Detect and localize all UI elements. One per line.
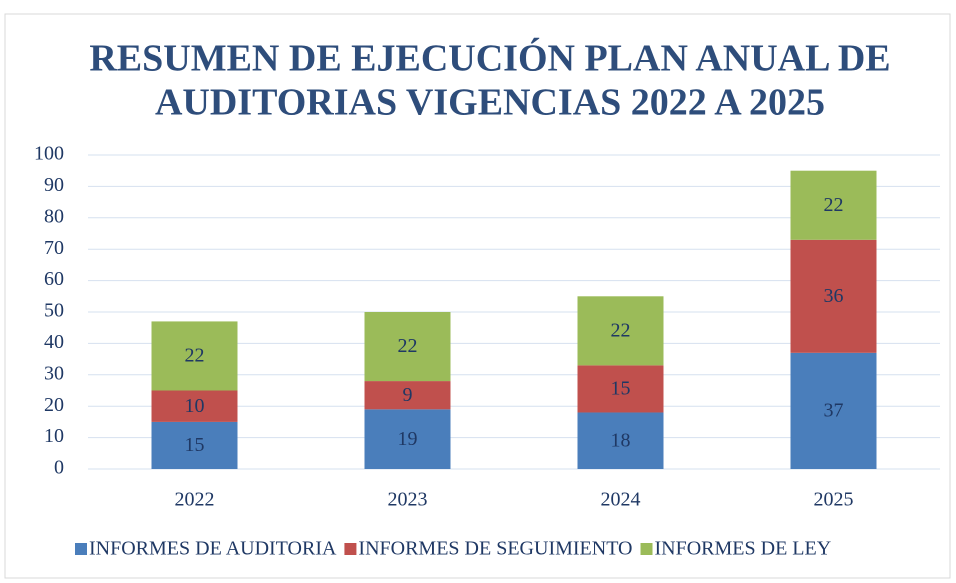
- bar-segment: [364, 312, 451, 382]
- y-tick-label: 40: [44, 331, 64, 353]
- bar-segment: [790, 170, 877, 240]
- bar-segment: [577, 365, 664, 413]
- chart-title: AUDITORIAS VIGENCIAS 2022 A 2025: [155, 82, 825, 124]
- bar-segment: [577, 296, 664, 366]
- y-tick-label: 80: [44, 205, 64, 227]
- data-label: 10: [185, 395, 205, 417]
- y-tick-label: 0: [54, 457, 64, 479]
- data-label: 22: [398, 335, 418, 357]
- legend-label: INFORMES DE LEY: [655, 538, 832, 560]
- y-tick-label: 100: [34, 143, 64, 165]
- bar-segment: [364, 409, 451, 469]
- bar-segment: [364, 381, 451, 410]
- y-tick-label: 20: [44, 394, 64, 416]
- x-tick-label: 2024: [601, 489, 641, 511]
- bar-segment: [151, 421, 238, 469]
- data-label: 22: [824, 194, 844, 216]
- y-tick-label: 60: [44, 268, 64, 290]
- legend-label: INFORMES DE AUDITORIA: [89, 538, 337, 560]
- y-tick-label: 90: [44, 174, 64, 196]
- data-label: 15: [611, 378, 631, 400]
- y-tick-label: 50: [44, 300, 64, 322]
- legend-swatch: [75, 543, 87, 555]
- data-label: 9: [403, 384, 413, 406]
- legend-swatch: [344, 543, 357, 555]
- data-label: 36: [824, 285, 844, 307]
- data-label: 37: [824, 400, 844, 422]
- x-tick-label: 2025: [814, 489, 854, 511]
- y-tick-label: 30: [44, 362, 64, 384]
- bar-segment: [151, 321, 238, 391]
- bar-segment: [790, 352, 877, 469]
- y-tick-label: 10: [44, 425, 64, 447]
- legend-label: INFORMES DE SEGUIMIENTO: [358, 538, 632, 560]
- bar-segment: [790, 239, 877, 353]
- data-label: 19: [398, 428, 418, 450]
- legend-swatch: [640, 543, 653, 555]
- y-tick-label: 70: [44, 237, 64, 259]
- data-label: 22: [611, 319, 631, 341]
- chart-title: RESUMEN DE EJECUCIÓN PLAN ANUAL DE: [89, 38, 890, 80]
- data-label: 18: [611, 429, 631, 451]
- data-label: 22: [185, 345, 205, 367]
- x-tick-label: 2022: [175, 489, 215, 511]
- x-tick-label: 2023: [388, 489, 428, 511]
- bar-segment: [577, 412, 664, 469]
- bar-segment: [151, 390, 238, 422]
- data-label: 15: [185, 434, 205, 456]
